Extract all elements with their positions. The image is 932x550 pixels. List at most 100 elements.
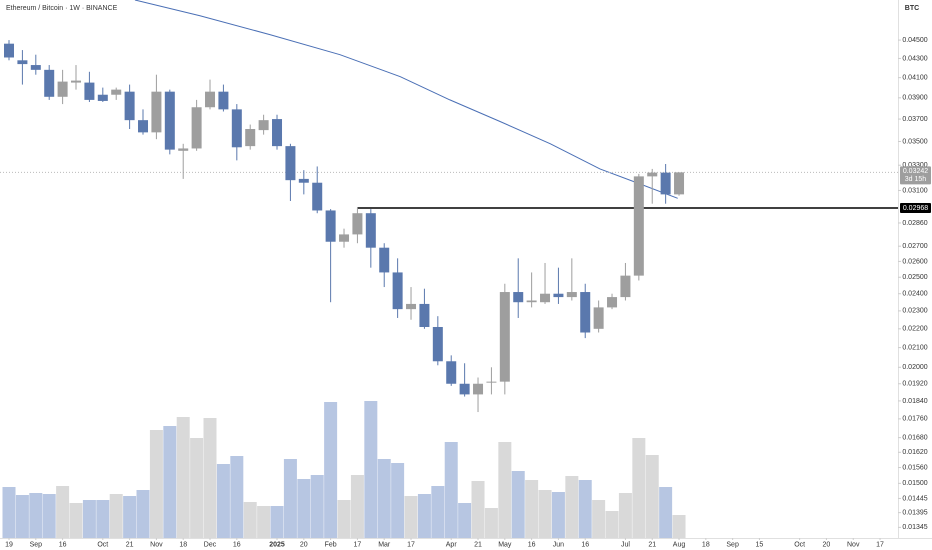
candle-body	[647, 172, 658, 177]
volume-bar	[404, 496, 418, 538]
x-tick-label: Sep	[726, 541, 739, 548]
volume-bar	[203, 418, 217, 538]
y-tick-label: 0.03100	[902, 187, 927, 194]
candle-body	[138, 120, 149, 133]
y-tick-label: 0.02400	[902, 291, 927, 298]
y-tick-label: 0.01560	[902, 464, 927, 471]
x-tick-label: 17	[876, 541, 884, 548]
candle-body	[178, 148, 189, 151]
volume-bar	[672, 515, 686, 538]
y-tick-label: 0.02100	[902, 344, 927, 351]
volume-bar	[538, 490, 552, 538]
candle-body	[526, 300, 537, 303]
last-price-label: 0.03242	[903, 168, 928, 175]
x-tick-label: 20	[300, 541, 308, 548]
x-tick-label: Sep	[30, 541, 43, 548]
currency-label: BTC	[905, 5, 919, 12]
candle-body	[633, 176, 644, 276]
volume-bar	[632, 438, 646, 538]
candle-body	[352, 213, 363, 235]
x-tick-label: 16	[59, 541, 67, 548]
candle-body	[499, 292, 510, 382]
x-tick-label: 20	[823, 541, 831, 548]
candle-body	[459, 383, 470, 395]
candle-body	[272, 119, 283, 147]
volume-bar	[551, 492, 565, 538]
x-tick-label: Nov	[150, 541, 163, 548]
volume-bar	[42, 494, 56, 538]
candle-body	[258, 120, 269, 131]
candle-body	[298, 178, 309, 183]
x-tick-label: Jul	[621, 541, 630, 548]
x-tick-label: 16	[233, 541, 241, 548]
x-tick-label: 21	[648, 541, 656, 548]
candle-body	[593, 307, 604, 329]
volume-bar	[149, 430, 163, 538]
x-tick-label: 21	[126, 541, 134, 548]
candle-body	[406, 303, 417, 310]
candle-body	[4, 43, 15, 58]
candle-body	[580, 292, 591, 333]
x-tick-label: Mar	[378, 541, 391, 548]
x-tick-label: Jun	[553, 541, 564, 548]
candle-body	[540, 293, 551, 303]
volume-bar	[56, 486, 70, 538]
candle-body	[486, 381, 497, 383]
candle-body	[231, 109, 242, 148]
y-tick-label: 0.03700	[902, 116, 927, 123]
volume-bar	[2, 487, 16, 538]
x-tick-label: Nov	[847, 541, 860, 548]
volume-bar	[659, 487, 673, 538]
x-tick-label: 19	[5, 541, 13, 548]
x-tick-label: Oct	[97, 541, 108, 548]
volume-bar	[471, 481, 485, 538]
y-tick-label: 0.01840	[902, 398, 927, 405]
volume-bar	[511, 471, 525, 538]
y-tick-label: 0.01395	[902, 509, 927, 516]
candle-body	[205, 91, 216, 108]
volume-bar	[216, 464, 230, 538]
candle-body	[245, 128, 256, 147]
y-tick-label: 0.02300	[902, 308, 927, 315]
volume-bar	[618, 493, 632, 538]
x-tick-label: 17	[354, 541, 362, 548]
y-tick-label: 0.01680	[902, 434, 927, 441]
volume-bar	[645, 455, 659, 538]
x-tick-label: 16	[581, 541, 589, 548]
candle-body	[97, 94, 108, 101]
x-tick-label: Dec	[204, 541, 217, 548]
volume-bar	[163, 426, 177, 538]
y-tick-label: 0.02600	[902, 258, 927, 265]
volume-bar	[377, 459, 391, 538]
last-price-box	[900, 166, 931, 185]
volume-bar	[350, 475, 364, 538]
candle-body	[553, 293, 564, 298]
x-tick-label: Apr	[446, 541, 458, 548]
candle-body	[620, 275, 631, 298]
candle-body	[30, 65, 41, 70]
y-tick-label: 0.04100	[902, 74, 927, 81]
volume-bar	[310, 475, 324, 538]
y-tick-label: 0.01500	[902, 480, 927, 487]
volume-bar	[498, 442, 512, 538]
volume-bar	[82, 500, 96, 538]
volume-bar	[15, 495, 29, 538]
x-tick-label: May	[498, 541, 512, 548]
volume-bar	[391, 463, 405, 538]
volume-bar	[364, 401, 378, 538]
y-tick-label: 0.04300	[902, 55, 927, 62]
x-tick-label: 2025	[269, 541, 285, 548]
volume-bar	[136, 490, 150, 538]
candle-body	[111, 89, 122, 95]
y-tick-label: 0.03900	[902, 95, 927, 102]
candle-body	[513, 292, 524, 303]
y-tick-label: 0.02000	[902, 364, 927, 371]
candle-body	[57, 81, 68, 97]
y-tick-label: 0.04500	[902, 37, 927, 44]
y-tick-label: 0.01920	[902, 381, 927, 388]
candle-body	[379, 247, 390, 273]
candle-body	[473, 383, 484, 395]
